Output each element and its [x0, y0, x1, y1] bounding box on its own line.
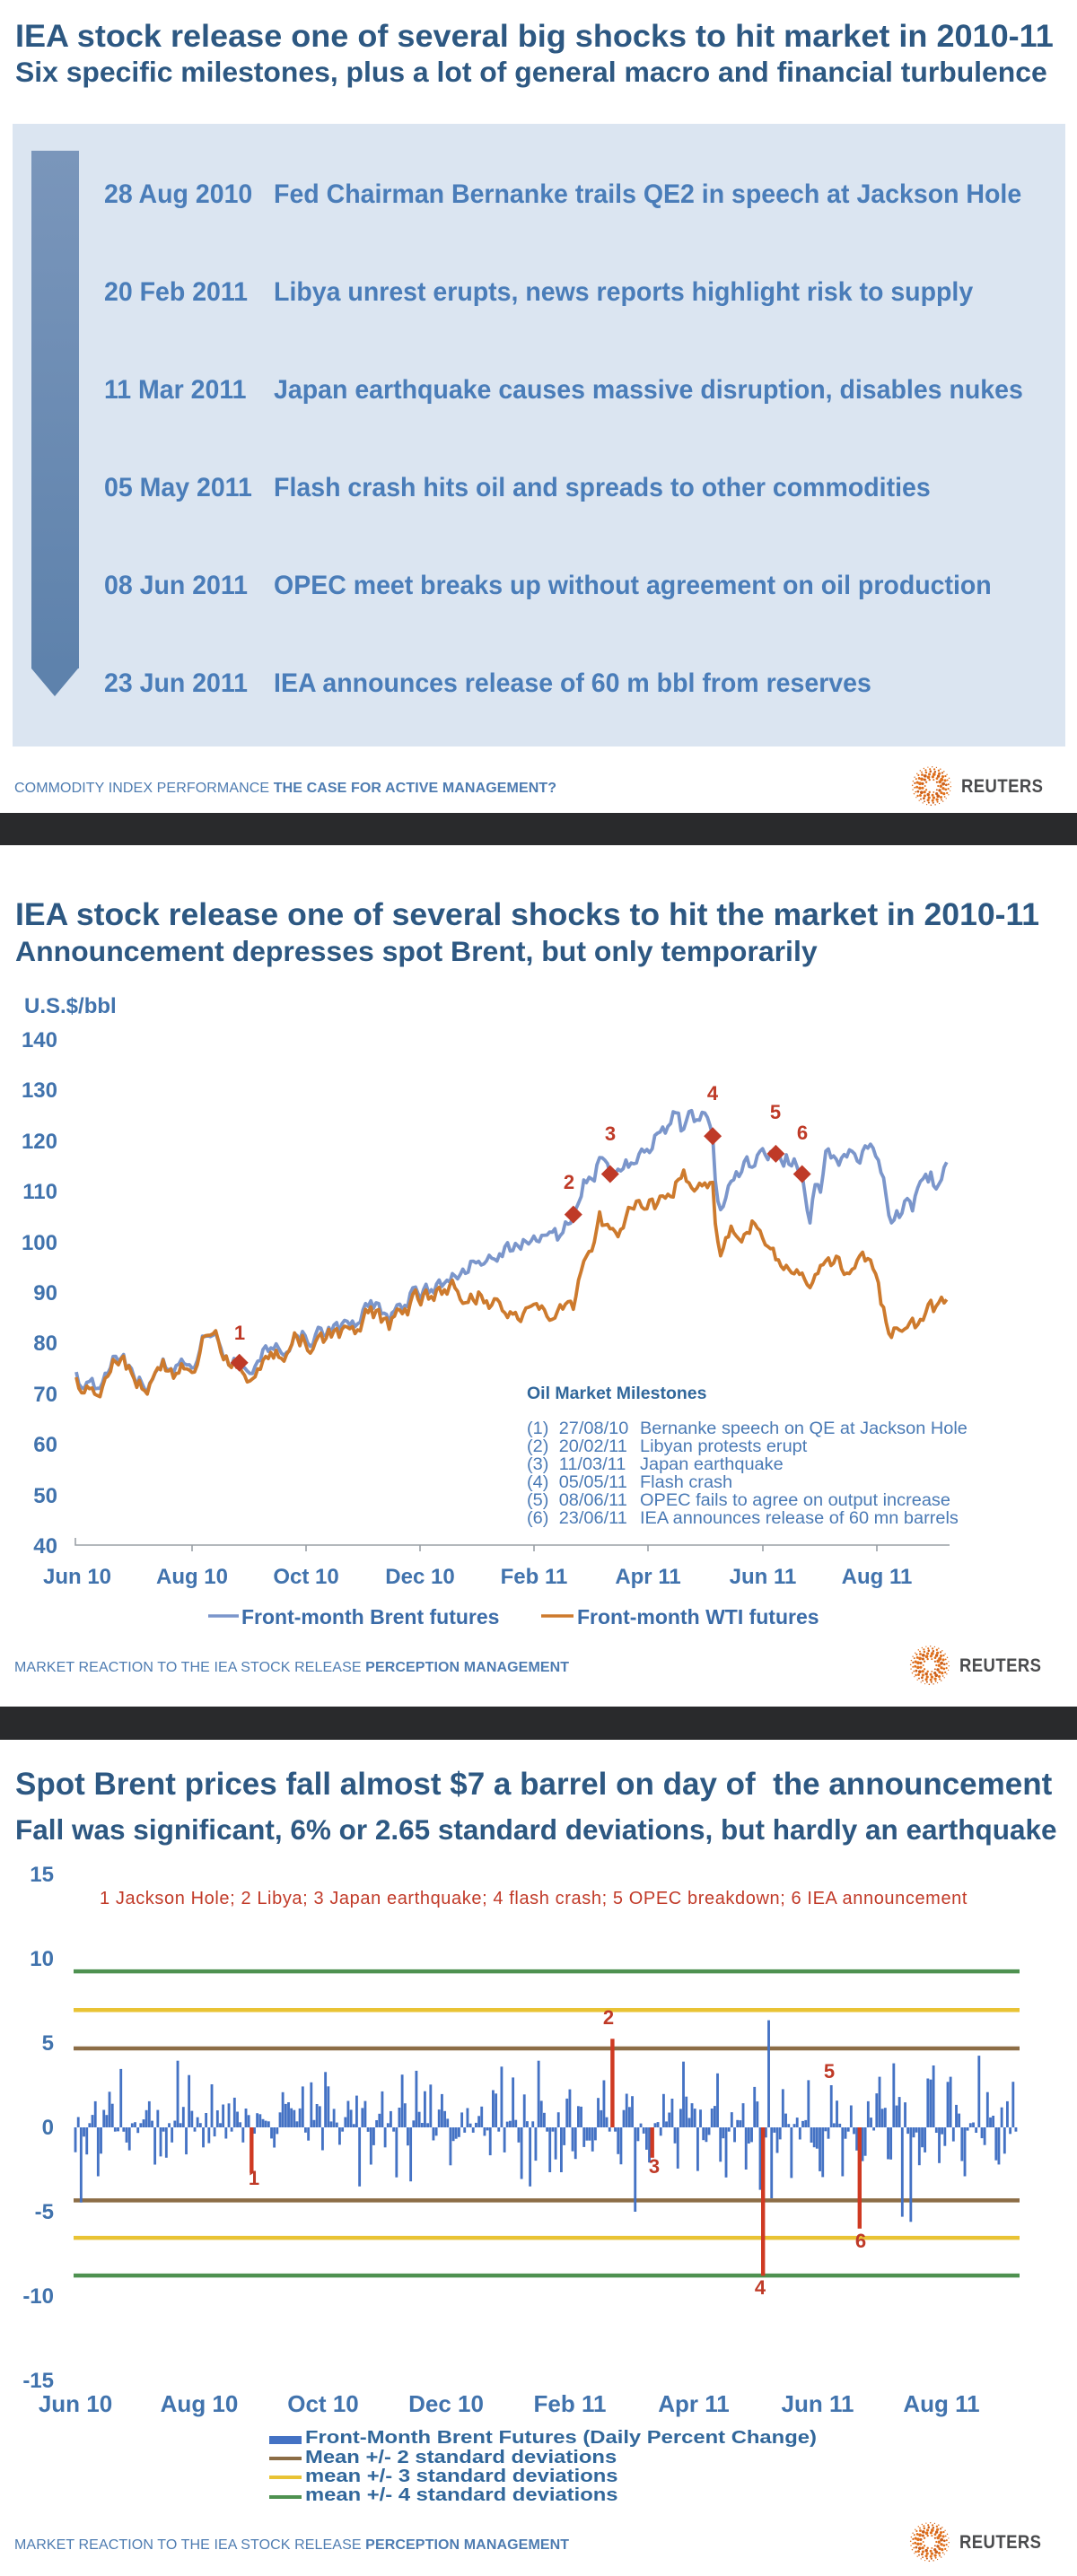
- svg-text:15: 15: [30, 1863, 54, 1887]
- svg-text:Aug 10: Aug 10: [161, 2390, 239, 2417]
- svg-text:100: 100: [22, 1231, 57, 1255]
- svg-text:4: 4: [755, 2276, 766, 2299]
- svg-text:Apr 11: Apr 11: [658, 2390, 730, 2417]
- svg-text:Oct 10: Oct 10: [273, 1565, 338, 1589]
- svg-text:50: 50: [33, 1484, 57, 1508]
- svg-text:Jun 10: Jun 10: [43, 1565, 111, 1589]
- svg-text:10: 10: [30, 1947, 54, 1971]
- svg-text:140: 140: [22, 1028, 57, 1052]
- svg-text:6: 6: [797, 1122, 808, 1144]
- svg-text:2: 2: [603, 2006, 614, 2029]
- svg-text:40: 40: [33, 1534, 57, 1559]
- svg-text:80: 80: [33, 1332, 57, 1356]
- svg-text:2: 2: [564, 1171, 574, 1193]
- svg-text:90: 90: [33, 1281, 57, 1305]
- svg-text:6: 6: [855, 2230, 866, 2252]
- svg-text:Aug 10: Aug 10: [156, 1565, 228, 1589]
- svg-text:130: 130: [22, 1078, 57, 1103]
- svg-text:Dec 10: Dec 10: [385, 1565, 454, 1589]
- svg-text:-5: -5: [35, 2200, 54, 2224]
- svg-text:120: 120: [22, 1130, 57, 1154]
- svg-text:3: 3: [649, 2155, 660, 2178]
- svg-text:Apr 11: Apr 11: [615, 1565, 680, 1589]
- svg-text:Feb 11: Feb 11: [534, 2390, 607, 2417]
- svg-text:3: 3: [605, 1122, 616, 1145]
- svg-text:60: 60: [33, 1433, 57, 1457]
- svg-text:Jun 10: Jun 10: [39, 2390, 112, 2417]
- svg-text:1: 1: [249, 2167, 259, 2189]
- svg-text:Feb 11: Feb 11: [501, 1565, 568, 1589]
- svg-text:Jun 11: Jun 11: [730, 1565, 797, 1589]
- svg-text:Aug 11: Aug 11: [903, 2390, 979, 2417]
- svg-text:Aug 11: Aug 11: [842, 1565, 913, 1589]
- svg-text:110: 110: [22, 1180, 57, 1204]
- svg-text:4: 4: [707, 1082, 719, 1105]
- svg-text:-10: -10: [22, 2284, 54, 2309]
- svg-text:70: 70: [33, 1383, 57, 1407]
- svg-text:5: 5: [824, 2060, 835, 2083]
- svg-text:5: 5: [770, 1101, 781, 1123]
- svg-text:0: 0: [42, 2116, 54, 2140]
- svg-text:Dec 10: Dec 10: [408, 2390, 484, 2417]
- svg-text:-15: -15: [22, 2369, 54, 2393]
- svg-text:5: 5: [42, 2031, 54, 2056]
- svg-text:Jun 11: Jun 11: [782, 2390, 854, 2417]
- svg-text:Oct 10: Oct 10: [287, 2390, 359, 2417]
- svg-text:1: 1: [234, 1322, 245, 1344]
